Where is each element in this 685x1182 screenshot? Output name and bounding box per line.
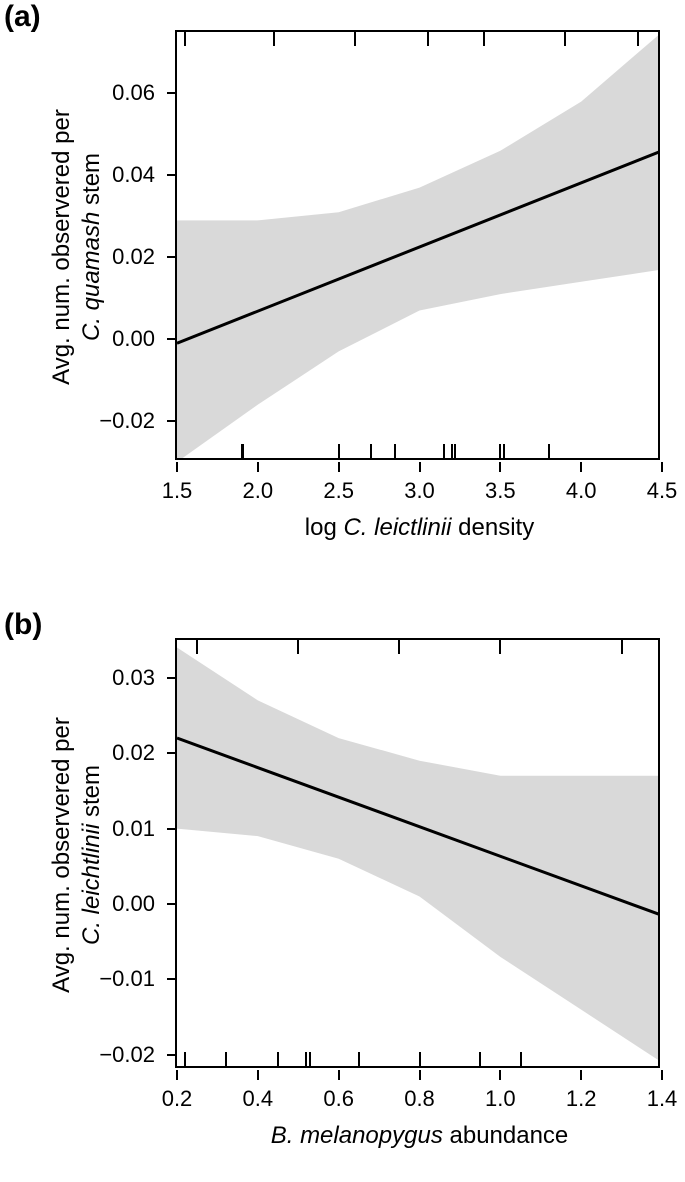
panel-b-xtick-label: 0.8 [404,1086,435,1112]
panel-a-ytick-label: 0.00 [112,326,155,352]
panel-b-xtick-label: 0.6 [323,1086,354,1112]
panel-b-rug-top [621,640,623,654]
panel-b-ytick-label: −0.02 [99,1042,155,1068]
panel-b-xtick [580,1070,582,1080]
panel-b-rug-top [499,640,501,654]
panel-a-plot-inner [177,32,658,458]
panel-a-xtick-label: 2.0 [243,478,274,504]
panel-b-xtick-label: 0.2 [162,1086,193,1112]
panel-a-rug-bottom [503,444,505,458]
panel-b-xtick-label: 1.0 [485,1086,516,1112]
panel-a-rug-top [273,32,275,46]
panel-b-ylabel-line1: Avg. num. observered per [47,640,77,1070]
panel-a-xtick-label: 4.0 [566,478,597,504]
panel-a-ytick [167,338,177,340]
panel-b-xtick [176,1070,178,1080]
panel-b-ytick-label: 0.01 [112,816,155,842]
panel-b-plot: 0.20.40.60.81.01.21.4−0.02−0.010.000.010… [175,638,660,1068]
panel-b-rug-bottom [419,1052,421,1066]
panel-a-rug-bottom [242,444,244,458]
panel-a-xtick [419,462,421,472]
panel-a-rug-bottom [394,444,396,458]
panel-a-ytick [167,420,177,422]
panel-b-label: (b) [4,608,42,642]
panel-a-rug-bottom [338,444,340,458]
panel-a-rug-bottom [454,444,456,458]
panel-b-rug-bottom [358,1052,360,1066]
panel-a-rug-bottom [499,444,501,458]
panel-b-ribbon [177,648,658,1063]
panel-a-xtick-label: 2.5 [323,478,354,504]
panel-a-rug-top [637,32,639,46]
panel-b-svg [177,640,658,1066]
panel-a-svg [177,32,658,458]
panel-a-rug-top [564,32,566,46]
panel-a-ytick [167,92,177,94]
panel-a-xtick [499,462,501,472]
panel-a-ytick-label: 0.04 [112,162,155,188]
panel-a-ribbon [177,32,658,458]
panel-a-ytick-label: 0.02 [112,244,155,270]
panel-b-ytick-label: 0.00 [112,891,155,917]
panel-b-rug-bottom [309,1052,311,1066]
panel-b-rug-bottom [520,1052,522,1066]
panel-b-xlabel: B. melanopygus abundance [177,1122,662,1150]
panel-b-ytick-label: 0.03 [112,665,155,691]
panel-b-ylabel: Avg. num. observered perC. leichtlinii s… [47,640,107,1070]
panel-a-ylabel: Avg. num. observered perC. quamash stem [47,32,107,462]
panel-a-xtick [176,462,178,472]
panel-a-ytick [167,256,177,258]
panel-b-rug-top [196,640,198,654]
panel-b-ytick-label: −0.01 [99,966,155,992]
panel-a-ylabel-line2: C. quamash stem [77,32,107,462]
panel-b-xtick-label: 1.4 [647,1086,678,1112]
panel-a-rug-top [483,32,485,46]
panel-a-ytick [167,174,177,176]
panel-b-ytick-label: 0.02 [112,740,155,766]
panel-a-label: (a) [4,0,41,34]
panel-a-xtick [580,462,582,472]
panel-b-ytick [167,677,177,679]
panel-a-rug-bottom [451,444,453,458]
panel-a-xlabel: log C. leictlinii density [177,514,662,542]
panel-a-ytick-label: 0.06 [112,80,155,106]
panel-a-ytick-label: −0.02 [99,408,155,434]
panel-b-ytick [167,903,177,905]
panel-b-ytick [167,828,177,830]
panel-a-rug-bottom [370,444,372,458]
panel-b-rug-bottom [225,1052,227,1066]
panel-a-xtick [338,462,340,472]
panel-b-xtick [338,1070,340,1080]
panel-a-xtick [257,462,259,472]
panel-b-rug-bottom [184,1052,186,1066]
panel-a-rug-bottom [548,444,550,458]
panel-a-ylabel-line1: Avg. num. observered per [47,32,77,462]
panel-b-xtick-label: 1.2 [566,1086,597,1112]
panel-b-ytick [167,978,177,980]
panel-a-rug-top [184,32,186,46]
panel-a-xtick-label: 4.5 [647,478,678,504]
panel-b-ytick [167,752,177,754]
panel-b-rug-bottom [277,1052,279,1066]
panel-a-rug-top [427,32,429,46]
panel-a-rug-bottom [443,444,445,458]
panel-a-plot: 1.52.02.53.03.54.04.5−0.020.000.020.040.… [175,30,660,460]
panel-a-rug-top [354,32,356,46]
panel-a-xtick-label: 3.5 [485,478,516,504]
panel-b-ytick [167,1054,177,1056]
panel-b-xtick-label: 0.4 [243,1086,274,1112]
panel-b-plot-inner [177,640,658,1066]
panel-b-rug-bottom [479,1052,481,1066]
panel-b-rug-top [398,640,400,654]
panel-b-xtick [419,1070,421,1080]
panel-a-xtick-label: 1.5 [162,478,193,504]
panel-b-xtick [499,1070,501,1080]
panel-b-ylabel-line2: C. leichtlinii stem [77,640,107,1070]
panel-a-xtick [661,462,663,472]
panel-b-xtick [257,1070,259,1080]
panel-b-rug-bottom [305,1052,307,1066]
panel-a-xtick-label: 3.0 [404,478,435,504]
panel-b-rug-top [297,640,299,654]
panel-b-xtick [661,1070,663,1080]
